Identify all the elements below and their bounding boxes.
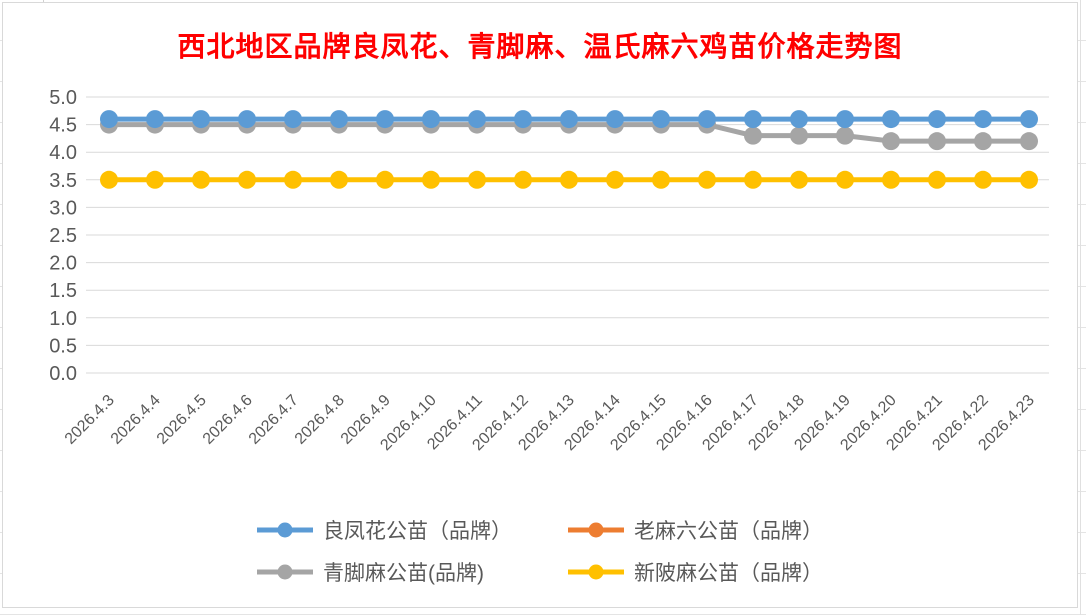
data-point-marker (1020, 170, 1038, 189)
data-point-marker (330, 110, 348, 129)
legend-item: 青脚麻公苗(品牌) (257, 557, 512, 587)
y-axis-tick-label: 2.0 (49, 253, 77, 275)
data-point-marker (192, 110, 210, 129)
data-point-marker (744, 126, 762, 145)
data-point-marker (698, 170, 716, 189)
data-point-marker (1020, 110, 1038, 129)
y-axis-tick-label: 3.5 (49, 170, 77, 192)
data-point-marker (100, 170, 118, 189)
legend-marker-icon (257, 522, 313, 538)
data-point-marker (790, 170, 808, 189)
chart-title: 西北地区品牌良凤花、青脚麻、温氏麻六鸡苗价格走势图 (177, 32, 903, 63)
y-axis-tick-label: 0.0 (49, 363, 77, 385)
chart-frame[interactable]: 西北地区品牌良凤花、青脚麻、温氏麻六鸡苗价格走势图 0.0 0.5 1.0 1.5 2.… (2, 2, 1078, 608)
data-point-marker (836, 170, 854, 189)
data-point-marker (744, 110, 762, 129)
y-axis-tick-label: 4.0 (49, 142, 77, 164)
y-axis-tick-label: 1.0 (49, 308, 77, 330)
data-point-marker (744, 170, 762, 189)
data-point-marker (330, 170, 348, 189)
data-point-marker (238, 170, 256, 189)
worksheet-column-line (1080, 0, 1081, 615)
data-point-marker (882, 132, 900, 151)
y-axis-tick-label: 1.5 (49, 280, 77, 302)
y-axis-tick-label: 3.0 (49, 197, 77, 219)
x-axis-tick-label: 2026.4.5 (154, 392, 210, 448)
data-point-marker (514, 170, 532, 189)
legend-item-label: 良凤花公苗（品牌） (323, 520, 512, 543)
data-point-marker (882, 170, 900, 189)
x-axis-tick-label: 2026.4.8 (292, 392, 348, 448)
legend-item-label: 青脚麻公苗(品牌) (323, 562, 484, 585)
legend-dot (588, 522, 604, 538)
data-point-marker (146, 110, 164, 129)
data-point-marker (284, 110, 302, 129)
worksheet-column-line-top (43, 0, 44, 3)
legend-item-label: 新陂麻公苗（品牌） (634, 562, 823, 585)
data-point-marker (422, 170, 440, 189)
legend-marker-icon (257, 564, 313, 580)
data-point-marker (100, 110, 118, 129)
legend-item: 良凤花公苗（品牌） (257, 515, 512, 545)
data-point-marker (606, 170, 624, 189)
plot-svg: 0.0 0.5 1.0 1.5 2.0 2.5 3.0 3.5 4.0 4.5 5.0 2026.4.… (49, 87, 1049, 454)
data-point-marker (882, 110, 900, 129)
data-point-marker (514, 110, 532, 129)
data-point-marker (422, 110, 440, 129)
legend-item: 新陂麻公苗（品牌） (568, 557, 823, 587)
data-point-marker (790, 110, 808, 129)
data-point-marker (790, 126, 808, 145)
y-axis-tick-label: 5.0 (49, 87, 77, 109)
data-point-marker (652, 170, 670, 189)
data-point-marker (974, 132, 992, 151)
data-point-marker (238, 110, 256, 129)
data-point-marker (146, 170, 164, 189)
data-point-marker (192, 170, 210, 189)
x-axis-tick-label: 2026.4.6 (200, 392, 256, 448)
legend-dot (277, 564, 293, 580)
x-axis-tick-label: 2026.4.4 (108, 392, 164, 448)
data-point-marker (284, 170, 302, 189)
x-axis-tick-label: 2026.4.7 (246, 392, 302, 448)
legend-dot (588, 564, 604, 580)
data-point-marker (928, 110, 946, 129)
data-point-marker (974, 170, 992, 189)
data-point-marker (468, 170, 486, 189)
y-axis-tick-label: 2.5 (49, 225, 77, 247)
data-point-marker (928, 132, 946, 151)
legend-item-label: 老麻六公苗（品牌） (634, 520, 823, 543)
data-point-marker (468, 110, 486, 129)
data-point-marker (698, 110, 716, 129)
x-axis-tick-label: 2026.4.3 (62, 392, 118, 448)
y-axis-tick-label: 0.5 (49, 335, 77, 357)
legend: 良凤花公苗（品牌） 老麻六公苗（品牌） 青脚麻公苗(品牌) 新陂麻公苗（品牌） (257, 515, 823, 587)
data-point-marker (560, 110, 578, 129)
series-新陂麻公苗（品牌） (100, 170, 1038, 189)
data-point-marker (376, 110, 394, 129)
y-axis-tick-label: 4.5 (49, 115, 77, 137)
series-良凤花公苗（品牌） (100, 110, 1038, 129)
legend-marker-icon (568, 564, 624, 580)
data-point-marker (974, 110, 992, 129)
legend-marker-icon (568, 522, 624, 538)
data-point-marker (1020, 132, 1038, 151)
data-point-marker (836, 110, 854, 129)
data-point-marker (376, 170, 394, 189)
data-point-marker (560, 170, 578, 189)
legend-dot (277, 522, 293, 538)
data-point-marker (652, 110, 670, 129)
data-point-marker (836, 126, 854, 145)
data-point-marker (928, 170, 946, 189)
legend-item: 老麻六公苗（品牌） (568, 515, 823, 545)
data-point-marker (606, 110, 624, 129)
